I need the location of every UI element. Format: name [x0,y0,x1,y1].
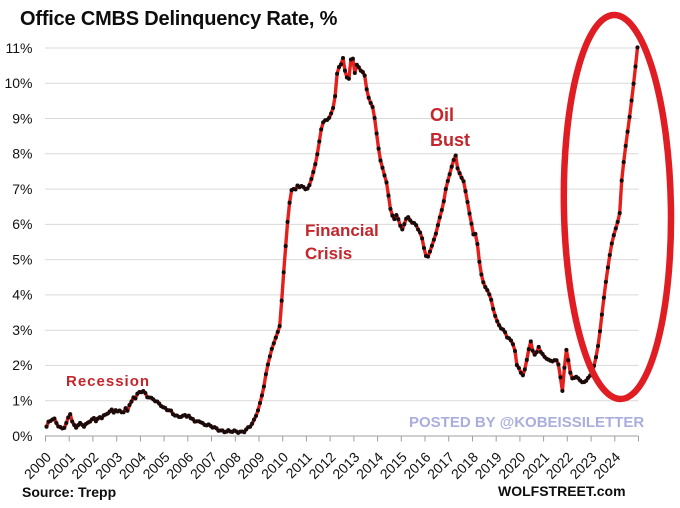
svg-text:11%: 11% [6,40,33,56]
svg-text:9%: 9% [12,110,32,126]
svg-text:7%: 7% [12,181,32,197]
svg-text:3%: 3% [12,322,32,338]
svg-text:4%: 4% [12,287,32,303]
svg-text:6%: 6% [12,216,32,232]
svg-text:0%: 0% [12,428,32,444]
svg-text:2%: 2% [12,357,32,373]
svg-text:5%: 5% [12,251,32,267]
svg-text:10%: 10% [4,75,32,91]
svg-text:2024: 2024 [590,449,623,482]
svg-text:8%: 8% [12,146,32,162]
svg-text:1%: 1% [12,393,32,409]
